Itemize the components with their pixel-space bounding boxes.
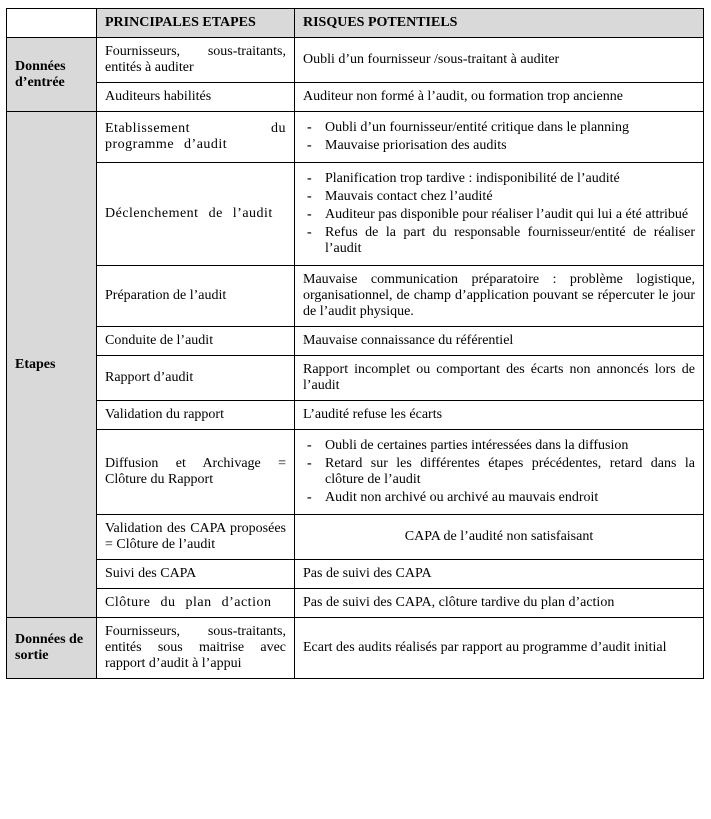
step-cell: Suivi des CAPA bbox=[97, 560, 295, 589]
risk-list: Planification trop tardive : indisponibi… bbox=[303, 171, 695, 257]
table-row: Rapport d’audit Rapport incomplet ou com… bbox=[7, 356, 704, 401]
table-row: Conduite de l’audit Mauvaise connaissanc… bbox=[7, 327, 704, 356]
risk-cell: Mauvaise connaissance du référentiel bbox=[295, 327, 704, 356]
risk-item: Oubli d’un fournisseur/entité critique d… bbox=[325, 120, 695, 136]
table-row: Etapes Etablissement du programme d’audi… bbox=[7, 112, 704, 163]
step-cell: Fournisseurs, sous-traitants, entités à … bbox=[97, 38, 295, 83]
risk-item: Mauvais contact chez l’audité bbox=[325, 189, 695, 205]
step-cell: Fournisseurs, sous-traitants, entités so… bbox=[97, 618, 295, 679]
table-row: Clôture du plan d’action Pas de suivi de… bbox=[7, 589, 704, 618]
section-entree: Données d’entrée bbox=[7, 38, 97, 112]
risk-cell: Mauvaise communication préparatoire : pr… bbox=[295, 266, 704, 327]
table-row: Suivi des CAPA Pas de suivi des CAPA bbox=[7, 560, 704, 589]
header-steps: PRINCIPALES ETAPES bbox=[97, 9, 295, 38]
risk-cell: Ecart des audits réalisés par rapport au… bbox=[295, 618, 704, 679]
risk-cell: Pas de suivi des CAPA bbox=[295, 560, 704, 589]
table-row: Diffusion et Archivage = Clôture du Rapp… bbox=[7, 430, 704, 515]
table-row: Auditeurs habilités Auditeur non formé à… bbox=[7, 83, 704, 112]
step-cell: Rapport d’audit bbox=[97, 356, 295, 401]
risk-cell: Rapport incomplet ou comportant des écar… bbox=[295, 356, 704, 401]
risk-cell: Planification trop tardive : indisponibi… bbox=[295, 163, 704, 266]
step-cell: Validation du rapport bbox=[97, 401, 295, 430]
step-cell: Diffusion et Archivage = Clôture du Rapp… bbox=[97, 430, 295, 515]
risk-item: Oubli de certaines parties intéressées d… bbox=[325, 438, 695, 454]
risk-item: Retard sur les différentes étapes précéd… bbox=[325, 456, 695, 488]
risk-item: Mauvaise priorisation des audits bbox=[325, 138, 695, 154]
step-cell: Clôture du plan d’action bbox=[97, 589, 295, 618]
table-row: Déclenchement de l’audit Planification t… bbox=[7, 163, 704, 266]
risk-cell: CAPA de l’audité non satisfaisant bbox=[295, 515, 704, 560]
table-row: Préparation de l’audit Mauvaise communic… bbox=[7, 266, 704, 327]
risk-cell: Auditeur non formé à l’audit, ou formati… bbox=[295, 83, 704, 112]
audit-table: PRINCIPALES ETAPES RISQUES POTENTIELS Do… bbox=[6, 8, 704, 679]
section-sortie: Données de sortie bbox=[7, 618, 97, 679]
risk-cell: Oubli d’un fournisseur/entité critique d… bbox=[295, 112, 704, 163]
section-etapes: Etapes bbox=[7, 112, 97, 618]
step-cell: Etablissement du programme d’audit bbox=[97, 112, 295, 163]
risk-list: Oubli d’un fournisseur/entité critique d… bbox=[303, 120, 695, 154]
risk-item: Refus de la part du responsable fourniss… bbox=[325, 225, 695, 257]
table-row: Données de sortie Fournisseurs, sous-tra… bbox=[7, 618, 704, 679]
step-cell: Validation des CAPA proposées = Clôture … bbox=[97, 515, 295, 560]
step-cell: Auditeurs habilités bbox=[97, 83, 295, 112]
step-cell: Conduite de l’audit bbox=[97, 327, 295, 356]
table-row: Validation du rapport L’audité refuse le… bbox=[7, 401, 704, 430]
risk-item: Auditeur pas disponible pour réaliser l’… bbox=[325, 207, 695, 223]
step-cell: Déclenchement de l’audit bbox=[97, 163, 295, 266]
risk-cell: Oubli de certaines parties intéressées d… bbox=[295, 430, 704, 515]
risk-list: Oubli de certaines parties intéressées d… bbox=[303, 438, 695, 506]
risk-item: Audit non archivé ou archivé au mauvais … bbox=[325, 490, 695, 506]
risk-item: Planification trop tardive : indisponibi… bbox=[325, 171, 695, 187]
risk-cell: L’audité refuse les écarts bbox=[295, 401, 704, 430]
table-row: Validation des CAPA proposées = Clôture … bbox=[7, 515, 704, 560]
table-row: Données d’entrée Fournisseurs, sous-trai… bbox=[7, 38, 704, 83]
blank-corner bbox=[7, 9, 97, 38]
risk-cell: Oubli d’un fournisseur /sous-traitant à … bbox=[295, 38, 704, 83]
risk-cell: Pas de suivi des CAPA, clôture tardive d… bbox=[295, 589, 704, 618]
header-risks: RISQUES POTENTIELS bbox=[295, 9, 704, 38]
header-row: PRINCIPALES ETAPES RISQUES POTENTIELS bbox=[7, 9, 704, 38]
step-cell: Préparation de l’audit bbox=[97, 266, 295, 327]
